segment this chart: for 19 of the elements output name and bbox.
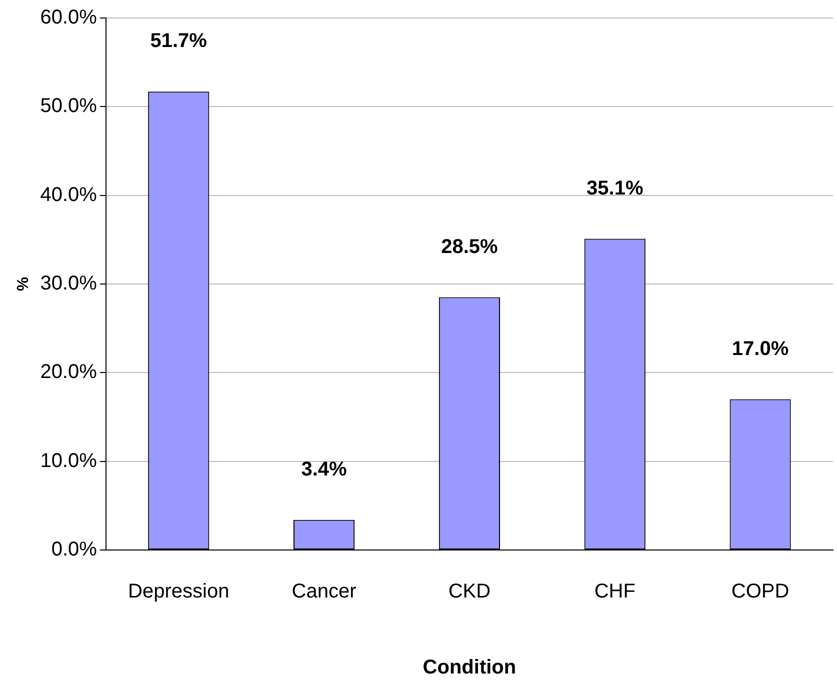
- x-axis-title: Condition: [422, 656, 516, 679]
- y-axis-title: %: [15, 276, 32, 292]
- y-tick-label: 40.0%: [40, 184, 98, 206]
- y-tick-label: 20.0%: [40, 361, 98, 384]
- y-tick-label: 50.0%: [40, 95, 98, 118]
- data-label: 28.5%: [441, 236, 498, 258]
- x-tick-label: Depression: [128, 580, 230, 603]
- data-label: 35.1%: [586, 177, 644, 200]
- y-tick-label: 60.0%: [40, 6, 98, 29]
- y-tick-label: 10.0%: [40, 450, 98, 472]
- y-tick-label: 30.0%: [40, 272, 98, 295]
- x-tick-label: CKD: [448, 580, 491, 603]
- x-tick-label: Cancer: [292, 580, 357, 603]
- data-label: 51.7%: [150, 30, 208, 52]
- data-label: 3.4%: [301, 458, 348, 480]
- data-label: 17.0%: [732, 338, 789, 360]
- y-tick-label: 0.0%: [51, 538, 98, 561]
- x-tick-label: COPD: [731, 580, 790, 603]
- x-tick-label: CHF: [594, 580, 636, 603]
